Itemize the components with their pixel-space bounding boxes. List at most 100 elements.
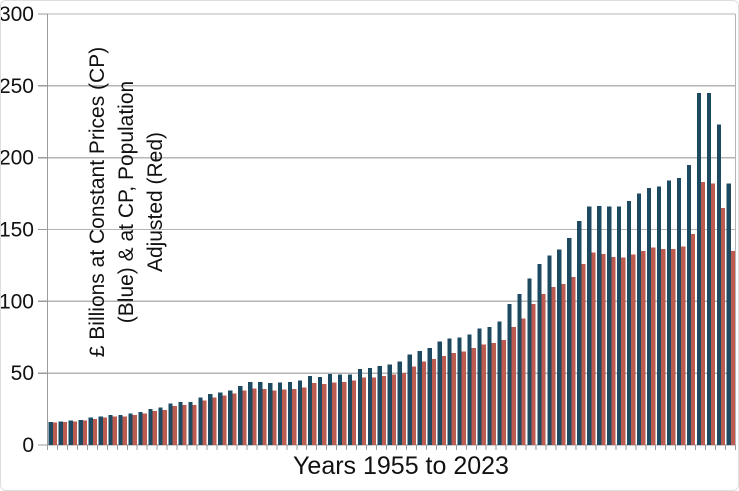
bar-cp-1974 <box>238 386 243 445</box>
bar-cp-2005 <box>547 255 552 445</box>
bar-cp-pop-adj-1964 <box>142 413 147 445</box>
bar-cp-pop-adj-2003 <box>531 304 536 445</box>
bar-cp-pop-adj-1963 <box>132 414 137 445</box>
bar-cp-pop-adj-2000 <box>501 340 506 445</box>
bar-cp-pop-adj-2013 <box>631 254 636 445</box>
bar-cp-pop-adj-1985 <box>352 380 357 445</box>
bar-cp-1975 <box>248 381 253 445</box>
bar-cp-2001 <box>507 304 512 445</box>
bar-cp-pop-adj-2006 <box>561 284 566 445</box>
bar-cp-pop-adj-2007 <box>571 276 576 445</box>
bar-cp-pop-adj-2002 <box>521 318 526 445</box>
bar-cp-1972 <box>218 392 223 445</box>
bar-cp-2022 <box>716 124 721 445</box>
bar-cp-2008 <box>577 220 582 445</box>
y-axis-title: £ Billions at Constant Prices (CP) (Blue… <box>83 9 171 395</box>
bar-cp-1995 <box>447 338 452 445</box>
bar-cp-1969 <box>188 401 193 445</box>
bar-cp-pop-adj-2022 <box>720 207 726 445</box>
bar-cp-1999 <box>487 327 492 445</box>
bar-cp-1992 <box>417 350 422 445</box>
bar-cp-2000 <box>497 321 502 445</box>
bar-cp-1966 <box>158 407 163 445</box>
bar-cp-pop-adj-1958 <box>82 420 88 445</box>
bar-cp-pop-adj-2020 <box>701 182 706 445</box>
bar-cp-pop-adj-1974 <box>242 390 247 445</box>
bar-cp-2002 <box>517 294 522 445</box>
bar-cp-pop-adj-1982 <box>322 383 327 445</box>
bar-cp-pop-adj-1988 <box>381 376 387 445</box>
bar-cp-2010 <box>597 205 602 445</box>
bar-cp-pop-adj-1984 <box>342 381 347 445</box>
bar-cp-pop-adj-1990 <box>401 373 407 445</box>
bar-cp-1988 <box>377 365 382 445</box>
bar-cp-2004 <box>537 263 542 445</box>
x-axis-title: Years 1955 to 2023 <box>293 452 509 480</box>
bar-cp-1967 <box>168 403 173 445</box>
bar-cp-2012 <box>617 206 622 445</box>
bar-cp-pop-adj-2010 <box>601 253 606 445</box>
y-axis-title-line-2: (Blue) & at CP, Population <box>115 80 138 324</box>
bar-cp-pop-adj-1975 <box>252 388 257 445</box>
bar-cp-2017 <box>666 180 672 446</box>
bar-cp-pop-adj-1993 <box>431 358 436 445</box>
bar-cp-pop-adj-1972 <box>222 395 227 445</box>
y-tick-label-50: 50 <box>11 362 34 385</box>
bar-cp-2016 <box>656 186 662 445</box>
y-tick-label-250: 250 <box>1 75 34 98</box>
bar-cp-1982 <box>317 376 323 445</box>
bar-cp-pop-adj-1977 <box>272 390 277 445</box>
bar-cp-1962 <box>118 414 123 445</box>
bar-cp-pop-adj-1989 <box>391 374 397 445</box>
bar-cp-1998 <box>477 328 482 445</box>
bar-cp-pop-adj-1998 <box>481 344 486 445</box>
bar-cp-1997 <box>467 334 472 445</box>
bar-cp-1981 <box>307 376 313 445</box>
bar-cp-pop-adj-1980 <box>302 387 307 445</box>
bar-cp-2018 <box>676 177 682 445</box>
bar-cp-pop-adj-2015 <box>651 247 656 445</box>
bar-cp-1965 <box>148 409 153 445</box>
bar-cp-pop-adj-2011 <box>611 256 616 445</box>
bar-cp-pop-adj-1994 <box>441 355 446 445</box>
bar-cp-pop-adj-1961 <box>112 416 117 445</box>
bar-cp-1961 <box>108 414 113 445</box>
bar-cp-pop-adj-2001 <box>511 327 516 445</box>
bar-cp-pop-adj-2019 <box>691 233 696 445</box>
bar-cp-pop-adj-2021 <box>710 183 716 445</box>
bar-cp-pop-adj-1991 <box>411 366 417 445</box>
bar-cp-pop-adj-1995 <box>451 353 456 445</box>
y-axis-title-line-1: £ Billions at Constant Prices (CP) <box>86 46 109 358</box>
y-tick-label-100: 100 <box>1 290 34 313</box>
bar-cp-1955 <box>48 422 53 445</box>
bar-cp-1985 <box>347 374 353 445</box>
bar-cp-pop-adj-1983 <box>332 382 337 445</box>
bar-cp-1983 <box>327 373 333 445</box>
bar-cp-2023 <box>726 183 731 445</box>
bar-cp-pop-adj-1981 <box>312 383 317 445</box>
y-tick-label-0: 0 <box>22 434 34 457</box>
bar-cp-pop-adj-1996 <box>461 351 466 445</box>
bar-cp-1987 <box>367 368 372 445</box>
bar-cp-pop-adj-1999 <box>491 342 496 445</box>
bar-cp-2015 <box>646 187 652 445</box>
bar-cp-pop-adj-1966 <box>162 409 167 445</box>
bar-cp-2021 <box>706 93 711 446</box>
bar-cp-1990 <box>397 361 402 445</box>
bar-cp-pop-adj-1979 <box>292 388 297 445</box>
bar-cp-pop-adj-2009 <box>591 252 596 445</box>
bar-cp-pop-adj-2014 <box>641 251 646 445</box>
bar-cp-1984 <box>337 374 343 445</box>
bar-cp-1968 <box>178 401 183 445</box>
bar-cp-1957 <box>68 420 73 445</box>
y-tick-label-300: 300 <box>1 3 34 26</box>
bar-cp-2007 <box>567 238 572 445</box>
bar-cp-2003 <box>527 278 532 445</box>
bar-cp-pop-adj-1970 <box>202 400 207 445</box>
bar-cp-pop-adj-1965 <box>152 411 157 445</box>
bar-cp-pop-adj-1968 <box>182 404 187 445</box>
bar-cp-pop-adj-1971 <box>212 397 217 445</box>
bar-cp-1996 <box>457 337 462 445</box>
bar-cp-2009 <box>587 206 592 445</box>
